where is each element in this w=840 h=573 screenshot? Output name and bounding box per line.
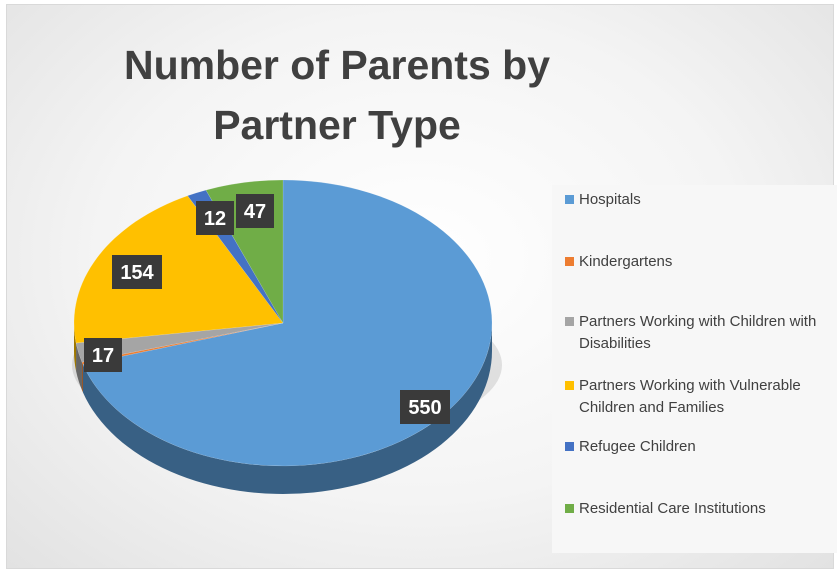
- legend-swatch: [565, 504, 574, 513]
- data-label: 12: [196, 201, 234, 235]
- legend-swatch: [565, 195, 574, 204]
- pie-slice-side: [74, 323, 77, 372]
- chart-area: Number of Parents by Partner Type 550 17 1…: [6, 4, 837, 569]
- legend-item-hospitals: Hospitals: [565, 189, 840, 211]
- legend-item-children-with-disabilities: Partners Working with Children with Disa…: [565, 311, 840, 355]
- data-label: 17: [84, 338, 122, 372]
- data-label-box: [84, 338, 122, 372]
- pie-chart: 550 17 154 12 47: [72, 179, 502, 494]
- legend-swatch: [565, 257, 574, 266]
- pie-slice-side: [82, 323, 492, 494]
- data-label-box: [112, 255, 162, 289]
- data-label: 154: [112, 255, 162, 289]
- data-label-box: [196, 201, 234, 235]
- legend-label: Partners Working with Children with Disa…: [579, 313, 817, 352]
- legend-swatch: [565, 317, 574, 326]
- data-label-text: 550: [408, 397, 441, 419]
- legend-item-refugee-children: Refugee Children: [565, 436, 840, 458]
- legend-label: Hospitals: [579, 191, 641, 208]
- legend-item-kindergartens: Kindergartens: [565, 251, 840, 273]
- legend-swatch: [565, 381, 574, 390]
- data-label: 550: [400, 390, 450, 424]
- pie-slice-partners-working-with-children-with-disabilities: [75, 322, 284, 363]
- pie-slice-kindergartens: [81, 322, 284, 365]
- pie-slice-side: [81, 362, 83, 393]
- legend-label: Refugee Children: [579, 438, 696, 455]
- data-label-box: [236, 194, 274, 228]
- pie-slice-hospitals: [82, 179, 493, 467]
- legend-swatch: [565, 442, 574, 451]
- data-label-text: 154: [120, 262, 154, 284]
- chart-legend: Hospitals Kindergartens Partners Working…: [552, 185, 837, 553]
- legend-label: Kindergartens: [579, 253, 673, 270]
- data-label-text: 17: [92, 345, 114, 367]
- data-label: 47: [236, 194, 274, 228]
- legend-label: Partners Working with Vulnerable Childre…: [579, 377, 801, 416]
- data-label-text: 12: [204, 208, 226, 230]
- pie-slice-side: [76, 343, 82, 391]
- legend-label: Residential Care Institutions: [579, 500, 766, 517]
- data-label-text: 47: [244, 201, 266, 223]
- legend-item-vulnerable-children: Partners Working with Vulnerable Childre…: [565, 375, 840, 419]
- data-label-box: [400, 390, 450, 424]
- pie-slice-partners-working-with-vulnerable-children-and-families: [73, 195, 284, 344]
- chart-title: Number of Parents by Partner Type: [123, 42, 551, 148]
- legend-item-residential-care: Residential Care Institutions: [565, 498, 840, 520]
